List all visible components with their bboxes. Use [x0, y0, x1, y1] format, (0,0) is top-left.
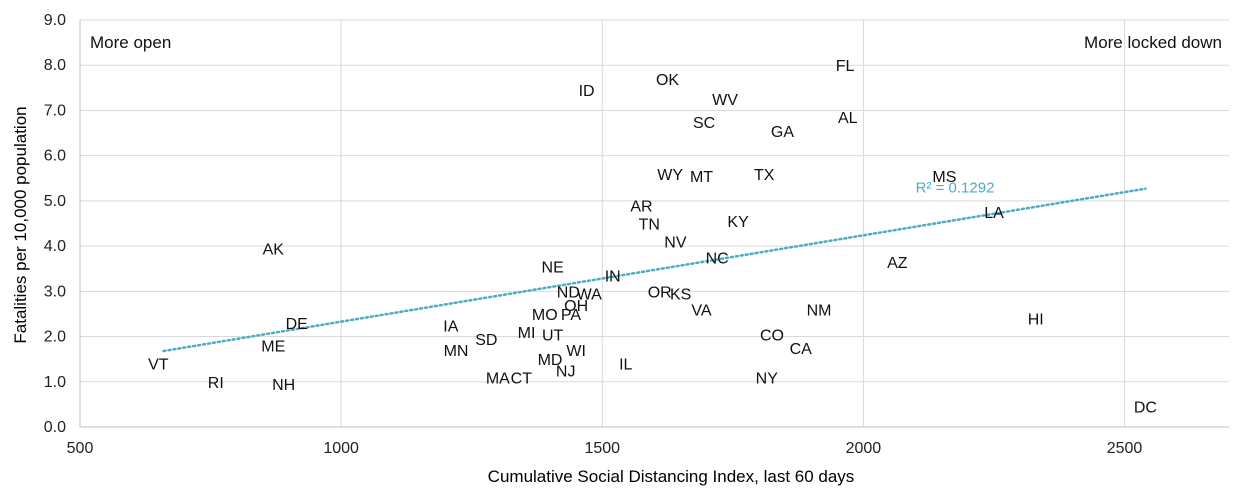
point-label-ne: NE [542, 259, 564, 276]
point-label-tn: TN [639, 217, 660, 234]
point-label-pa: PA [561, 307, 581, 324]
point-label-nh: NH [272, 377, 295, 394]
trendline [162, 187, 1147, 353]
point-label-fl: FL [836, 58, 855, 75]
x-tick-label: 1000 [323, 440, 359, 457]
point-label-ga: GA [771, 124, 794, 141]
point-label-va: VA [691, 302, 711, 319]
point-label-oh: OH [564, 298, 588, 315]
point-label-vt: VT [148, 357, 169, 374]
point-label-ar: AR [630, 198, 652, 215]
point-label-wy: WY [657, 167, 683, 184]
point-label-ma: MA [486, 370, 510, 387]
point-label-az: AZ [887, 255, 908, 272]
point-label-de: DE [286, 316, 308, 333]
axes [79, 20, 1229, 428]
trendline-group: R² = 0.1292 [162, 180, 1147, 353]
point-label-nv: NV [664, 235, 687, 252]
point-label-mn: MN [444, 343, 469, 360]
x-tick-labels: 500 1000 1500 2000 2500 [67, 440, 1143, 457]
point-label-ks: KS [670, 287, 691, 304]
y-tick-label: 4.0 [44, 238, 66, 255]
y-tick-label: 6.0 [44, 148, 66, 165]
y-tick-labels: 0.0 1.0 2.0 3.0 4.0 5.0 6.0 7.0 8.0 9.0 [44, 12, 66, 436]
x-tick-label: 500 [67, 440, 94, 457]
point-label-wv: WV [712, 92, 738, 109]
r-squared-label: R² = 0.1292 [916, 180, 995, 197]
point-label-al: AL [838, 110, 858, 127]
y-tick-label: 7.0 [44, 102, 66, 119]
point-label-ak: AK [263, 241, 285, 258]
point-label-ny: NY [756, 370, 779, 387]
y-tick-label: 2.0 [44, 329, 66, 346]
grid-lines [80, 19, 1229, 427]
y-axis-title: Fatalities per 10,000 population [11, 106, 30, 343]
point-label-or: OR [648, 284, 672, 301]
point-label-dc: DC [1134, 400, 1157, 417]
x-tick-label: 1500 [584, 440, 620, 457]
y-tick-label: 8.0 [44, 57, 66, 74]
y-tick-label: 5.0 [44, 193, 66, 210]
point-label-ca: CA [790, 341, 813, 358]
point-label-mt: MT [690, 169, 713, 186]
point-label-ct: CT [511, 370, 533, 387]
annotation-more-locked-down: More locked down [1084, 33, 1222, 52]
y-tick-label: 9.0 [44, 12, 66, 29]
point-label-hi: HI [1028, 311, 1044, 328]
y-tick-label: 1.0 [44, 374, 66, 391]
point-label-co: CO [760, 327, 784, 344]
point-label-id: ID [579, 83, 595, 100]
point-label-il: IL [619, 357, 632, 374]
point-label-nd: ND [557, 284, 580, 301]
point-label-ut: UT [542, 327, 564, 344]
point-label-la: LA [984, 205, 1004, 222]
point-label-ms: MS [932, 169, 956, 186]
point-label-nc: NC [706, 250, 729, 267]
point-label-md: MD [538, 352, 563, 369]
point-label-sd: SD [475, 332, 497, 349]
point-label-wi: WI [566, 343, 586, 360]
point-label-nj: NJ [556, 363, 576, 380]
point-labels: FL OK ID WV AL SC GA WY MT TX MS AR LA TN KY NV AK NC AZ NE… [148, 58, 1157, 416]
point-label-mi: MI [518, 325, 536, 342]
y-tick-label: 0.0 [44, 419, 66, 436]
point-label-ri: RI [208, 375, 224, 392]
point-label-mo: MO [532, 307, 558, 324]
x-axis-title: Cumulative Social Distancing Index, last… [488, 467, 855, 486]
point-label-wa: WA [577, 287, 603, 304]
annotation-more-open: More open [90, 33, 171, 52]
point-label-nm: NM [807, 302, 832, 319]
x-tick-label: 2000 [846, 440, 882, 457]
y-tick-label: 3.0 [44, 283, 66, 300]
point-label-tx: TX [754, 167, 775, 184]
point-label-ok: OK [656, 72, 679, 89]
point-label-in: IN [605, 269, 621, 286]
x-tick-label: 2500 [1107, 440, 1143, 457]
point-label-ia: IA [443, 318, 458, 335]
point-label-sc: SC [693, 115, 715, 132]
point-label-me: ME [261, 339, 285, 356]
point-label-ky: KY [727, 214, 749, 231]
